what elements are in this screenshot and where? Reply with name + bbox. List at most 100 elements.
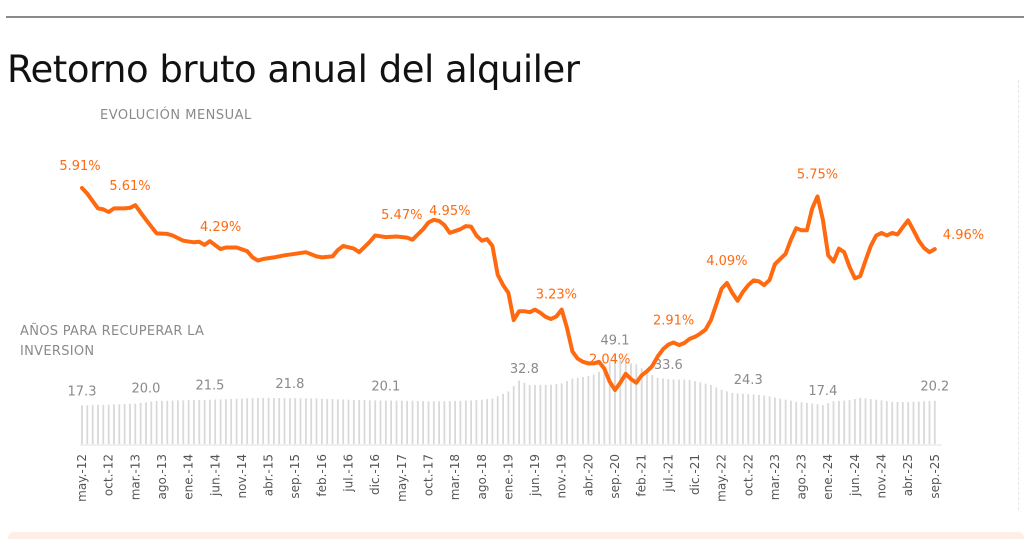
bar bbox=[214, 399, 217, 444]
x-tick-label: feb.-16 bbox=[315, 454, 329, 497]
bar bbox=[491, 398, 494, 444]
line-data-label: 5.75% bbox=[797, 167, 838, 182]
bar bbox=[896, 401, 899, 444]
bar bbox=[720, 389, 723, 444]
bar bbox=[219, 399, 222, 444]
bar bbox=[747, 394, 750, 444]
x-tick-label: ago.-23 bbox=[795, 454, 809, 500]
x-tick-label: nov.-19 bbox=[555, 454, 569, 499]
bar bbox=[582, 377, 584, 444]
bar bbox=[416, 401, 419, 444]
bar bbox=[331, 399, 334, 444]
bar bbox=[912, 401, 915, 444]
bar bbox=[464, 400, 467, 444]
bar bbox=[715, 387, 718, 444]
bar bbox=[102, 404, 105, 444]
bar bbox=[91, 405, 94, 444]
bar bbox=[448, 401, 451, 444]
x-tick-label: dic.-16 bbox=[368, 454, 382, 495]
line-series-return bbox=[80, 186, 937, 392]
bar bbox=[273, 398, 275, 444]
bar bbox=[390, 400, 392, 444]
bar bbox=[640, 368, 643, 444]
bar bbox=[635, 364, 638, 444]
bar bbox=[603, 369, 606, 444]
bar bbox=[384, 400, 387, 444]
x-axis-ticks: may.-12 oct.-12 mar.-13 ago.-13 ene.-14 jun.-… bbox=[75, 454, 942, 502]
bar bbox=[422, 401, 424, 444]
x-tick-label: ene.-14 bbox=[182, 454, 196, 500]
bar bbox=[406, 400, 408, 444]
bar bbox=[182, 400, 185, 444]
bar bbox=[694, 381, 696, 444]
bar bbox=[241, 398, 243, 444]
bar-data-label: 20.1 bbox=[371, 380, 400, 395]
bar bbox=[294, 398, 297, 444]
bar bbox=[885, 401, 888, 444]
bar bbox=[512, 386, 515, 444]
x-tick-label: abr.-25 bbox=[901, 454, 915, 496]
bar bbox=[539, 384, 542, 444]
bar bbox=[395, 400, 398, 444]
bar bbox=[656, 377, 659, 444]
bar bbox=[443, 401, 446, 444]
bar bbox=[619, 358, 622, 444]
bar bbox=[326, 398, 329, 444]
bar bbox=[560, 383, 563, 444]
bar bbox=[880, 400, 883, 444]
bar bbox=[752, 394, 755, 444]
bar bbox=[251, 398, 254, 444]
bar bbox=[321, 398, 323, 444]
bar bbox=[315, 398, 318, 444]
bar-data-label: 32.8 bbox=[510, 362, 539, 377]
bar bbox=[235, 398, 238, 444]
bar bbox=[336, 399, 339, 444]
line-data-label: 3.23% bbox=[536, 287, 577, 302]
bar bbox=[209, 399, 211, 444]
bar bbox=[171, 400, 174, 444]
bar bbox=[518, 380, 520, 444]
bar bbox=[145, 402, 147, 444]
bar-series bbox=[81, 354, 936, 444]
x-tick-label: abr.-20 bbox=[581, 454, 595, 496]
bar bbox=[731, 393, 734, 444]
bar bbox=[107, 404, 110, 444]
bar bbox=[155, 401, 158, 444]
bar bbox=[907, 402, 910, 444]
bar bbox=[774, 397, 776, 444]
x-tick-label: sep.-20 bbox=[608, 454, 622, 499]
bar bbox=[363, 400, 366, 444]
chart-subtitle: EVOLUCIÓN MENSUAL bbox=[100, 108, 252, 123]
bar bbox=[427, 401, 430, 444]
bar bbox=[257, 397, 259, 444]
bar bbox=[933, 400, 936, 444]
x-tick-label: nov.-14 bbox=[235, 454, 249, 499]
x-tick-label: oct.-22 bbox=[741, 454, 755, 496]
bar bbox=[454, 401, 456, 444]
bar bbox=[795, 401, 798, 444]
bar bbox=[736, 393, 739, 444]
bar bbox=[278, 398, 281, 444]
line-data-label: 4.29% bbox=[200, 220, 241, 235]
bar bbox=[758, 395, 760, 444]
bar bbox=[459, 400, 462, 444]
bar bbox=[630, 363, 632, 444]
bar-data-label: 33.6 bbox=[654, 358, 683, 373]
x-tick-label: ago.-13 bbox=[155, 454, 169, 500]
bar bbox=[225, 399, 227, 444]
x-tick-label: jul.-21 bbox=[661, 454, 675, 493]
bar bbox=[875, 399, 878, 444]
bar bbox=[246, 398, 249, 444]
x-tick-label: mar.-18 bbox=[448, 454, 462, 500]
bar bbox=[198, 399, 201, 444]
x-tick-label: may.-12 bbox=[75, 454, 89, 502]
bar-data-labels: 17.3 20.0 21.5 21.8 20.1 32.8 49.1 33.6 24.3 17.4… bbox=[68, 333, 950, 399]
bar bbox=[230, 399, 233, 444]
bar-data-label: 20.0 bbox=[131, 381, 160, 396]
bar bbox=[486, 399, 488, 444]
bar bbox=[368, 400, 371, 444]
bar bbox=[859, 397, 862, 444]
bar bbox=[118, 404, 121, 444]
bar bbox=[86, 405, 89, 444]
bar bbox=[779, 398, 782, 444]
